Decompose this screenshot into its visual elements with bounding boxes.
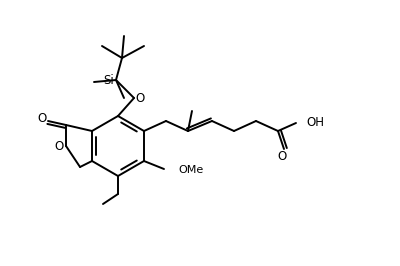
Text: Si: Si <box>104 73 114 86</box>
Text: OMe: OMe <box>178 165 203 175</box>
Text: O: O <box>135 92 145 105</box>
Text: O: O <box>37 113 47 126</box>
Text: OH: OH <box>306 117 324 130</box>
Text: O: O <box>277 151 287 164</box>
Text: O: O <box>54 139 64 152</box>
